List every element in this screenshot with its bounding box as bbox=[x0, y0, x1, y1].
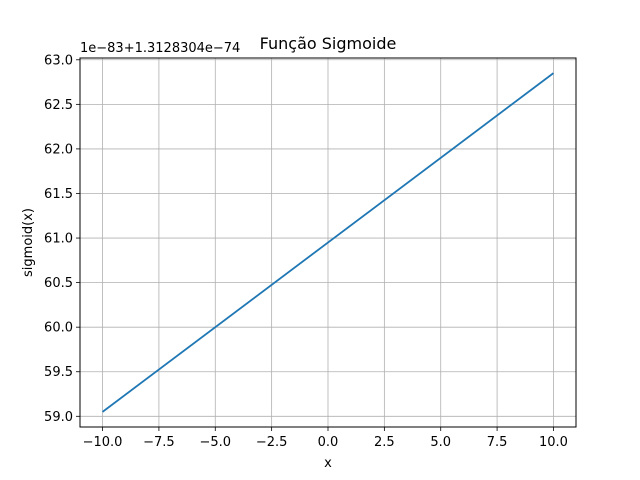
series-layer bbox=[102, 72, 554, 413]
y-tick-label: 59.5 bbox=[44, 365, 73, 380]
x-axis-label: x bbox=[324, 456, 332, 471]
x-tick-label: 5.0 bbox=[430, 435, 451, 450]
y-tick-label: 60.0 bbox=[44, 321, 73, 336]
y-tick-label: 62.5 bbox=[44, 98, 73, 113]
series-line bbox=[102, 72, 554, 413]
x-tick-label: 2.5 bbox=[374, 435, 395, 450]
chart-title: Função Sigmoide bbox=[260, 34, 397, 53]
x-tick-label: 0.0 bbox=[318, 435, 339, 450]
x-tick-label: −2.5 bbox=[256, 435, 288, 450]
y-tick-label: 60.5 bbox=[44, 276, 73, 291]
tick-layer: −10.0 −7.5 −5.0 −2.5 0.0 2.5 5.0 7.5 10.0 59.0 59.… bbox=[44, 53, 568, 450]
y-tick-label: 63.0 bbox=[44, 53, 73, 68]
y-tick-label: 61.0 bbox=[44, 232, 73, 247]
y-tick-label: 61.5 bbox=[44, 187, 73, 202]
y-axis-offset-label: 1e−83+1.3128304e−74 bbox=[80, 41, 240, 56]
x-tick-label: −5.0 bbox=[199, 435, 231, 450]
y-tick-label: 59.0 bbox=[44, 410, 73, 425]
x-tick-label: 7.5 bbox=[487, 435, 508, 450]
x-tick-label: −7.5 bbox=[143, 435, 175, 450]
y-tick-label: 62.0 bbox=[44, 142, 73, 157]
x-tick-label: 10.0 bbox=[539, 435, 568, 450]
x-tick-label: −10.0 bbox=[83, 435, 123, 450]
grid-layer bbox=[80, 58, 576, 427]
y-axis-label: sigmoid(x) bbox=[21, 208, 36, 277]
